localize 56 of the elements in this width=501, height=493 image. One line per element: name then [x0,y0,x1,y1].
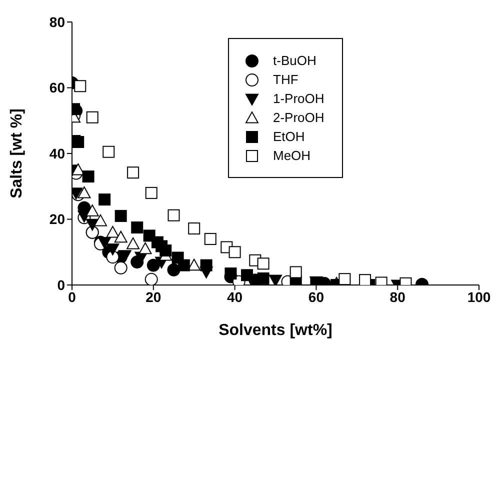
point [106,244,120,256]
x-tick-label: 100 [467,288,491,305]
y-tick-label: 0 [57,276,66,293]
point [78,186,91,198]
point [269,274,282,285]
point [86,204,99,216]
point [257,258,270,270]
point [224,267,237,280]
point [188,222,200,234]
legend-label: 1-ProOH [273,91,324,106]
point [338,273,351,285]
point [82,170,94,183]
point [131,221,144,234]
point [167,263,180,276]
legend-label: THF [273,72,298,87]
point [228,246,241,258]
x-tick-label: 0 [68,288,76,305]
x-tick-label: 60 [308,288,324,305]
y-tick-label: 20 [49,211,66,228]
point [94,214,107,226]
x-axis-title: Solvents [wt%] [218,322,332,339]
point [200,259,212,272]
legend-label: t-BuOH [273,53,316,68]
point [72,136,84,148]
point [241,269,254,282]
y-tick-label: 80 [49,14,66,30]
point [138,242,152,254]
point [359,274,372,285]
point [127,166,140,179]
point [118,250,132,262]
point [204,232,216,245]
y-tick-label: 60 [49,80,66,96]
point [146,258,160,272]
point [188,258,201,271]
point [98,194,111,206]
point [98,236,112,249]
point [102,146,115,158]
legend-label: 2-ProOH [273,110,324,125]
point [178,259,190,272]
point [114,230,128,243]
legend-label: MeOH [273,148,311,163]
point [86,111,98,124]
point [168,209,180,222]
point [257,272,270,284]
x-tick-label: 20 [146,288,162,305]
point [290,266,302,278]
point [74,80,86,92]
point [114,210,127,222]
point [145,186,158,199]
x-tick-label: 40 [227,288,243,305]
y-axis-title: Salts [wt %] [8,108,26,198]
legend-label: EtOH [273,129,305,144]
point [106,226,120,238]
x-tick-label: 80 [390,288,406,305]
y-tick-label: 40 [49,145,66,162]
point [126,237,140,250]
